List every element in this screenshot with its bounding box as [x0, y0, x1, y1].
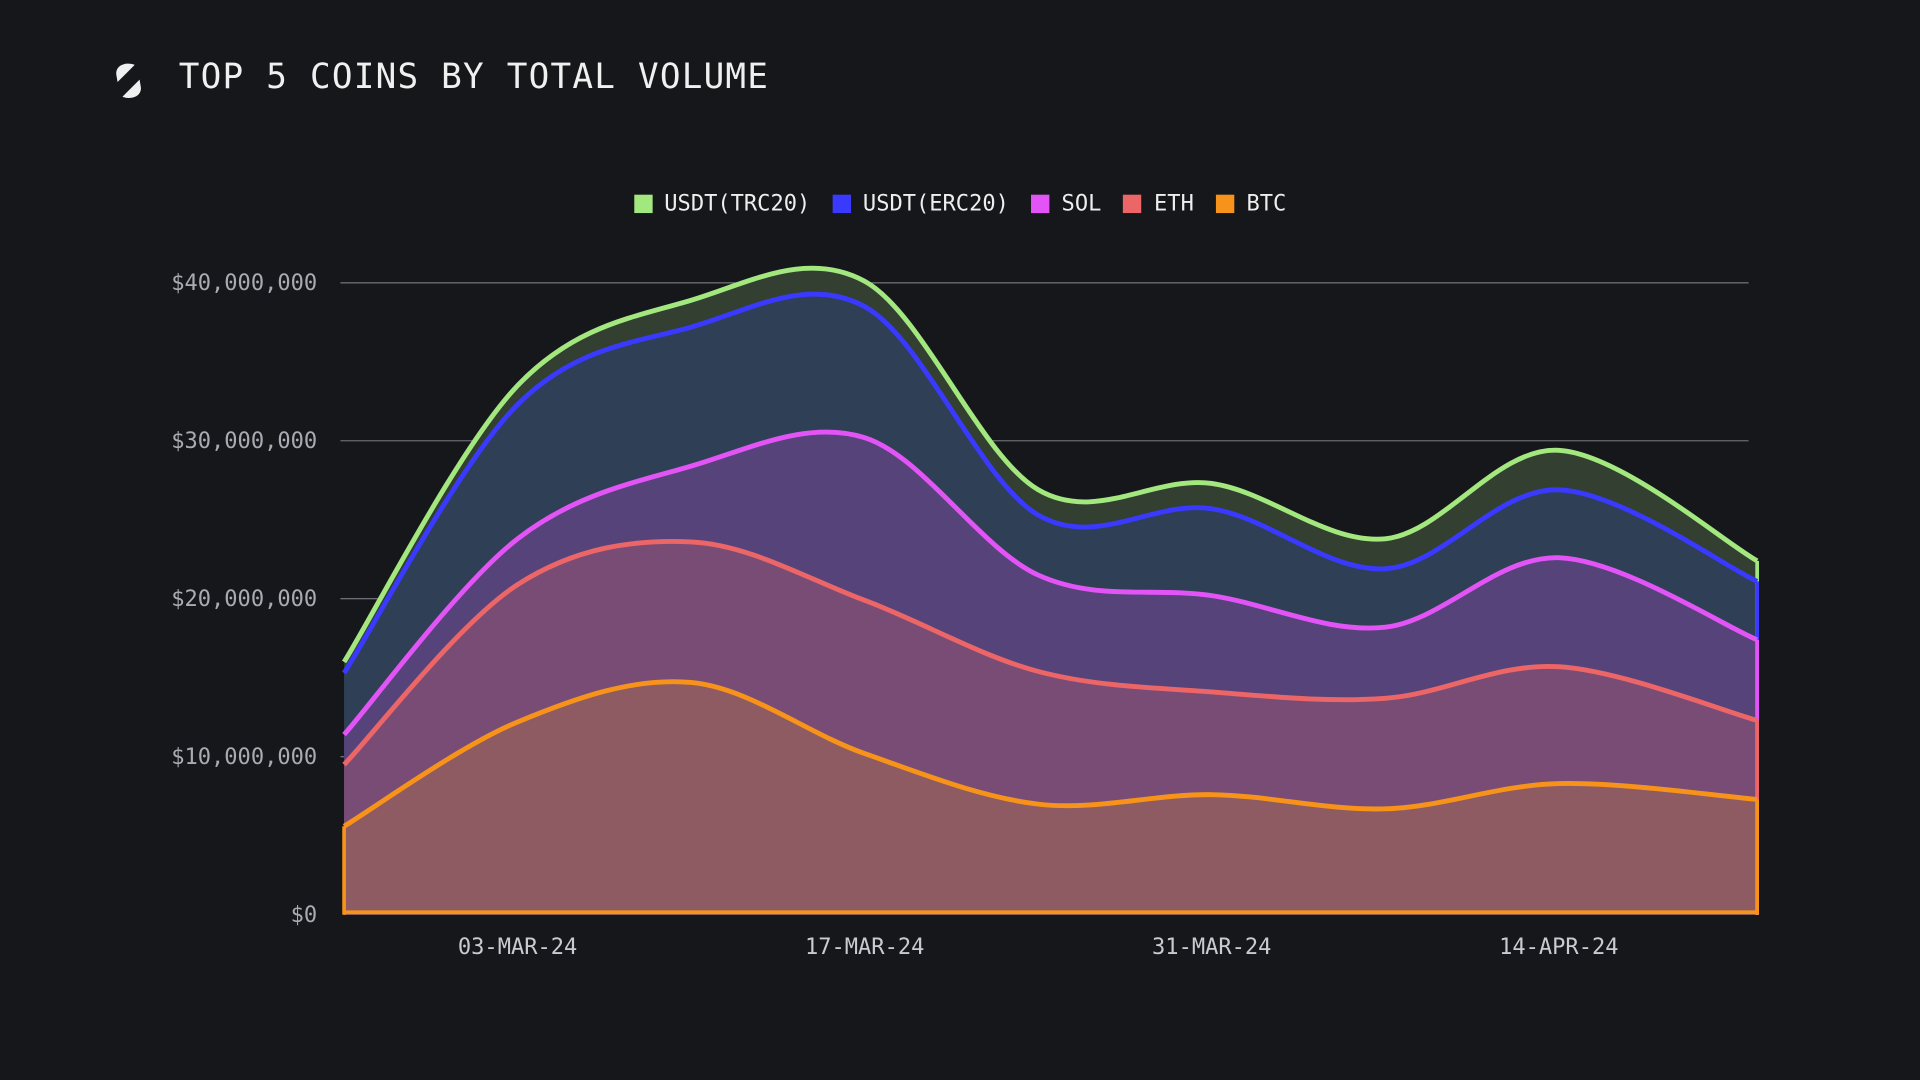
line-eth — [342, 539, 1758, 767]
legend-swatch — [1030, 194, 1050, 214]
legend-item[interactable]: BTC — [1215, 191, 1287, 217]
legend-label: BTC — [1246, 191, 1287, 217]
legend-item[interactable]: USDT(TRC20) — [633, 191, 811, 217]
x-tick-label: 17-MAR-24 — [805, 935, 924, 960]
legend-swatch — [1215, 194, 1235, 214]
x-tick-label: 31-MAR-24 — [1152, 935, 1271, 960]
area-btc — [344, 681, 1758, 915]
y-tick-label: $40,000,000 — [171, 271, 317, 296]
legend-swatch — [633, 194, 653, 214]
legend-swatch — [1123, 194, 1142, 214]
legend-item[interactable]: ETH — [1123, 191, 1194, 217]
x-tick-label: 14-APR-24 — [1499, 935, 1618, 960]
legend-swatch — [832, 194, 851, 214]
chart-title: TOP 5 COINS BY TOTAL VOLUME — [178, 56, 770, 97]
legend-label: USDT(ERC20) — [862, 191, 1009, 217]
line-usdt-erc20- — [342, 291, 1759, 675]
x-tick-label: 03-MAR-24 — [458, 935, 577, 960]
s-slash-logo-icon — [116, 63, 141, 98]
legend-label: SOL — [1061, 191, 1102, 217]
legend-item[interactable]: USDT(ERC20) — [832, 191, 1009, 217]
legend-label: ETH — [1154, 191, 1194, 217]
line-btc — [342, 679, 1758, 829]
y-tick-label: $30,000,000 — [171, 429, 317, 454]
legend-label: USDT(TRC20) — [664, 191, 811, 217]
line-usdt-trc20- — [342, 265, 1759, 664]
legend: USDT(TRC20) USDT(ERC20) SOL ETH BTC — [0, 191, 1920, 217]
y-tick-label: $10,000,000 — [171, 745, 317, 770]
y-tick-label: $20,000,000 — [171, 587, 317, 612]
line-sol — [342, 429, 1759, 737]
y-tick-label: $0 — [291, 903, 318, 928]
legend-item[interactable]: SOL — [1030, 191, 1102, 217]
